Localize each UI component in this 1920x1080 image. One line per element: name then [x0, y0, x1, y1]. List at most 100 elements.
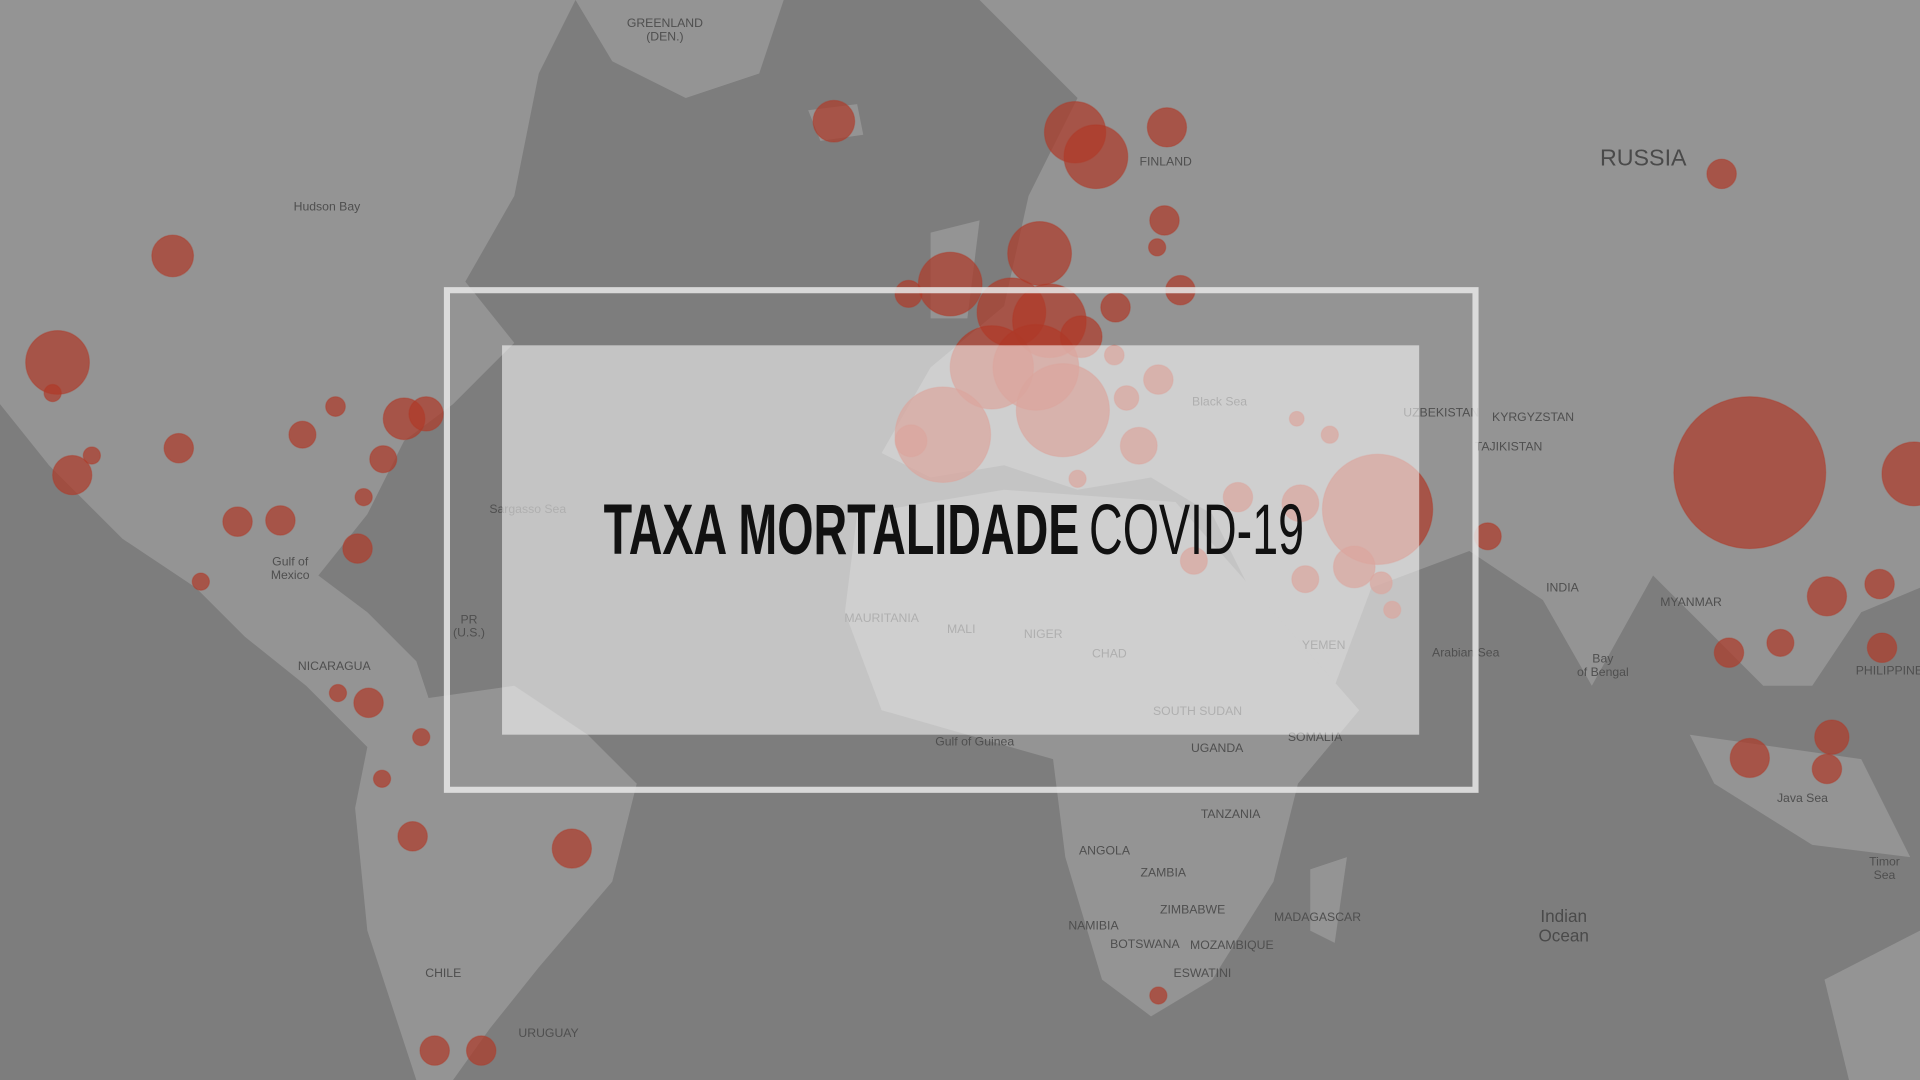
title-light: COVID-19 [1089, 491, 1304, 570]
map-label-line: Arabian Sea [1432, 645, 1500, 659]
bubble [222, 506, 253, 537]
bubble [397, 821, 428, 852]
map-label-line: (DEN.) [646, 29, 683, 43]
bubble [1814, 719, 1850, 755]
map-label-line: Bay [1592, 651, 1614, 665]
map-label-line: of Bengal [1577, 665, 1629, 679]
bubble [917, 251, 983, 317]
map-label: INDIA [1546, 580, 1579, 594]
bubble [325, 396, 346, 417]
map-label: TANZANIA [1201, 807, 1261, 821]
bubble [1766, 628, 1795, 657]
map-label-line: BOTSWANA [1110, 937, 1180, 951]
bubble [1881, 441, 1920, 507]
map-label-line: FINLAND [1140, 154, 1193, 168]
bubble [812, 99, 856, 143]
map-label: Hudson Bay [294, 200, 362, 214]
map-label-line: ESWATINI [1174, 966, 1232, 980]
bubble [191, 572, 210, 591]
map-label-line: Indian [1540, 906, 1587, 926]
bubble [1864, 568, 1895, 600]
bubble [1149, 986, 1168, 1005]
map-label-line: Gulf of [272, 555, 309, 569]
map-label: GREENLAND (DEN.) [627, 16, 703, 43]
map-label: MYANMAR [1660, 595, 1722, 609]
map-label-line: PHILIPPINE [1856, 664, 1920, 678]
bubble [1146, 107, 1188, 148]
bubble [354, 487, 373, 507]
map-label: RUSSIA [1600, 144, 1687, 170]
map-label: MADAGASCAR [1274, 910, 1361, 924]
bubble [1673, 396, 1827, 550]
map-label-line: Gulf of Guinea [935, 735, 1014, 749]
bubble [82, 446, 102, 465]
bubble [408, 396, 444, 432]
bubble [342, 533, 373, 564]
map-label-line: URUGUAY [518, 1026, 578, 1040]
map-label-line: MYANMAR [1660, 595, 1722, 609]
outer-frame [443, 287, 1479, 793]
bubble [1806, 576, 1848, 617]
bubble [353, 687, 384, 719]
map-label: Indian Ocean [1538, 906, 1588, 946]
map-label: NAMIBIA [1068, 918, 1119, 932]
bubble [328, 683, 348, 703]
map-label: Bay of Bengal [1577, 651, 1629, 678]
map-label: TAJIKISTAN [1475, 440, 1543, 454]
title-bold: TAXA MORTALIDADE [604, 491, 1080, 570]
map-label: Timor Sea [1869, 855, 1900, 882]
map-label: ZAMBIA [1140, 866, 1186, 880]
map-label-line: CHILE [425, 966, 461, 980]
bubble [419, 1035, 450, 1066]
map-label: Gulf of Mexico [271, 555, 310, 582]
bubble [265, 505, 296, 536]
map-label: Java Sea [1777, 791, 1828, 805]
bubble [372, 769, 392, 788]
map-label-line: MOZAMBIQUE [1190, 938, 1274, 952]
map-label-line: NICARAGUA [298, 659, 372, 673]
map-label: UGANDA [1191, 741, 1244, 755]
map-label-line: UGANDA [1191, 741, 1244, 755]
bubble [163, 432, 195, 464]
bubble [1063, 124, 1129, 190]
bubble [465, 1035, 497, 1066]
bubble [1149, 205, 1180, 236]
map-label-line: ZAMBIA [1140, 866, 1186, 880]
bubble [43, 383, 62, 403]
bubble [1729, 737, 1770, 779]
map-label: ESWATINI [1174, 966, 1232, 980]
bubble [1007, 221, 1073, 286]
map-label: KYRGYZSTAN [1492, 410, 1574, 424]
map-label-line: TANZANIA [1201, 807, 1261, 821]
map-label-line: INDIA [1546, 580, 1579, 594]
title-panel [502, 345, 1420, 735]
map-label-line: TAJIKISTAN [1475, 440, 1543, 454]
map-label: CHILE [425, 966, 461, 980]
bubble [151, 234, 195, 278]
map-label-line: MADAGASCAR [1274, 910, 1361, 924]
bubble [1866, 632, 1898, 664]
map-label-line: Hudson Bay [294, 200, 362, 214]
map-label: UZBEKISTAN [1403, 405, 1479, 419]
map-label-line: ANGOLA [1079, 844, 1131, 858]
bubble [1706, 158, 1737, 190]
map-label: NICARAGUA [298, 659, 372, 673]
map-label: MOZAMBIQUE [1190, 938, 1274, 952]
map-label: Gulf of Guinea [935, 735, 1014, 749]
map-label: ZIMBABWE [1160, 902, 1225, 916]
map-label-line: ZIMBABWE [1160, 902, 1225, 916]
map-label: BOTSWANA [1110, 937, 1180, 951]
map-label-line: Sea [1874, 868, 1896, 882]
bubble [369, 445, 398, 474]
bubble [52, 454, 93, 496]
map-label-line: Mexico [271, 568, 310, 582]
map-label: FINLAND [1140, 154, 1193, 168]
bubble [412, 727, 431, 747]
map-label: ANGOLA [1079, 844, 1131, 858]
map-label: URUGUAY [518, 1026, 578, 1040]
map-label-line: PR [460, 612, 477, 626]
map-label-line: Java Sea [1777, 791, 1828, 805]
map-label-line: UZBEKISTAN [1403, 405, 1479, 419]
